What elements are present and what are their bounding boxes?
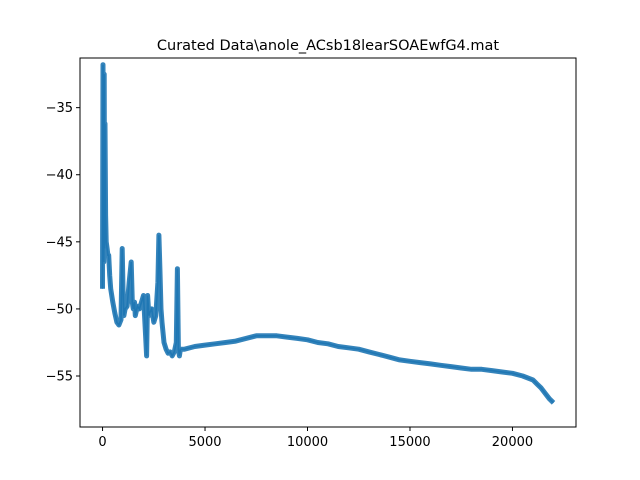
x-tick-label: 10000 (287, 435, 328, 450)
chart-title: Curated Data\anole_ACsb18learSOAEwfG4.ma… (157, 38, 500, 54)
y-tick-label: −55 (46, 370, 73, 385)
y-tick-label: −35 (46, 101, 73, 116)
series-line-0 (101, 64, 555, 404)
y-tick-label: −50 (46, 302, 73, 317)
x-tick-label: 0 (98, 435, 106, 450)
x-tick-label: 15000 (389, 435, 430, 450)
y-tick-label: −40 (46, 168, 73, 183)
plot-area-frame (79, 57, 577, 428)
y-tick-label: −45 (46, 235, 73, 250)
x-tick-label: 5000 (188, 435, 221, 450)
x-tick-label: 20000 (492, 435, 533, 450)
